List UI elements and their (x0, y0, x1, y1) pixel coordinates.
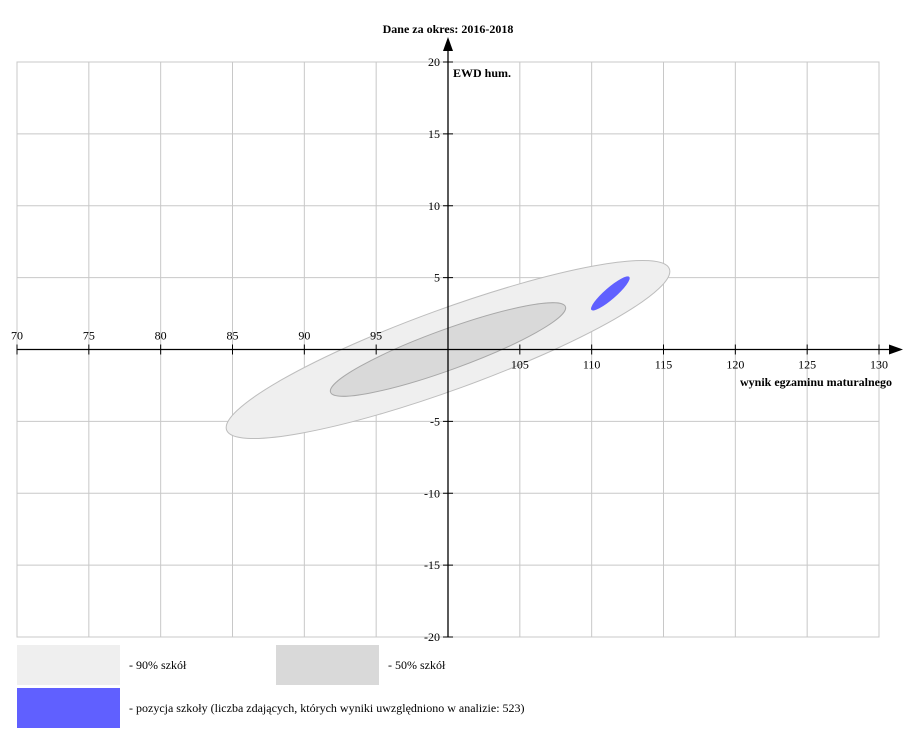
x-axis-arrow (889, 344, 903, 355)
y-tick-label: -10 (424, 486, 440, 500)
legend-swatch (17, 688, 120, 728)
y-tick-label: 10 (428, 199, 440, 213)
y-tick-label: 20 (428, 55, 440, 69)
x-tick-label: 110 (583, 358, 601, 372)
x-axis-label: wynik egzaminu maturalnego (740, 375, 892, 389)
legend: - 90% szkół - 50% szkół - pozycja szkoły (… (17, 645, 525, 728)
x-tick-label: 130 (870, 358, 888, 372)
legend-swatch (17, 645, 120, 685)
legend-label: - 90% szkół (129, 658, 187, 672)
y-tick-label: -5 (430, 414, 440, 428)
legend-swatch (276, 645, 379, 685)
x-tick-label: 115 (655, 358, 673, 372)
x-tick-label: 95 (370, 329, 382, 343)
y-axis-label: EWD hum. (453, 66, 511, 80)
x-tick-label: 125 (798, 358, 816, 372)
y-tick-label: 5 (434, 271, 440, 285)
y-tick-label: 15 (428, 127, 440, 141)
x-tick-label: 120 (726, 358, 744, 372)
x-tick-label: 105 (511, 358, 529, 372)
x-tick-label: 85 (227, 329, 239, 343)
ellipse (590, 276, 630, 311)
x-tick-label: 90 (298, 329, 310, 343)
y-axis-arrow (443, 37, 453, 51)
chart-title: Dane za okres: 2016-2018 (383, 22, 514, 36)
x-tick-label: 80 (155, 329, 167, 343)
y-tick-label: -20 (424, 630, 440, 644)
y-tick-label: -15 (424, 558, 440, 572)
legend-label: - pozycja szkoły (liczba zdających, któr… (129, 701, 525, 715)
x-tick-label: 75 (83, 329, 95, 343)
legend-label: - 50% szkół (388, 658, 446, 672)
x-tick-label: 70 (11, 329, 23, 343)
